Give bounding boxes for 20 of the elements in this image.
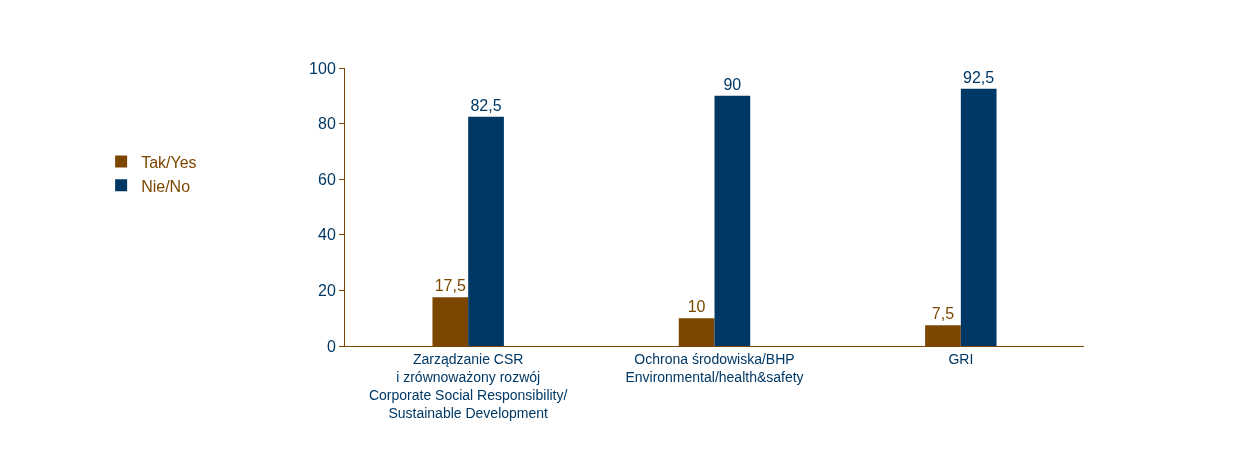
- legend-label: Nie/No: [141, 177, 191, 195]
- data-label: 92,5: [963, 68, 995, 86]
- bar: [714, 95, 751, 346]
- data-label: 7,5: [931, 305, 955, 323]
- y-tick-label: 80: [318, 115, 336, 133]
- y-tick-label: 40: [318, 226, 336, 244]
- y-tick-label: 20: [318, 282, 336, 299]
- bar: [468, 116, 504, 346]
- data-label: 90: [723, 75, 742, 93]
- y-tick-label: 60: [318, 170, 336, 188]
- data-label: 82,5: [470, 96, 502, 114]
- y-tick-label: 100: [309, 59, 336, 77]
- x-tick-label: Zarządzanie CSR i zrównoważony rozwój Corporate Social Responsibility/ Sustainable Development: [368, 350, 568, 422]
- data-label: 10: [687, 298, 706, 316]
- x-tick-label: Ochrona środowiska/BHP Environmental/health&safety: [625, 350, 804, 385]
- y-tick-label: 0: [326, 337, 336, 355]
- bar: [960, 88, 997, 346]
- x-tick-label: GRI: [948, 350, 974, 367]
- legend-label: Tak/Yes: [141, 153, 197, 171]
- data-label: 17,5: [434, 277, 466, 295]
